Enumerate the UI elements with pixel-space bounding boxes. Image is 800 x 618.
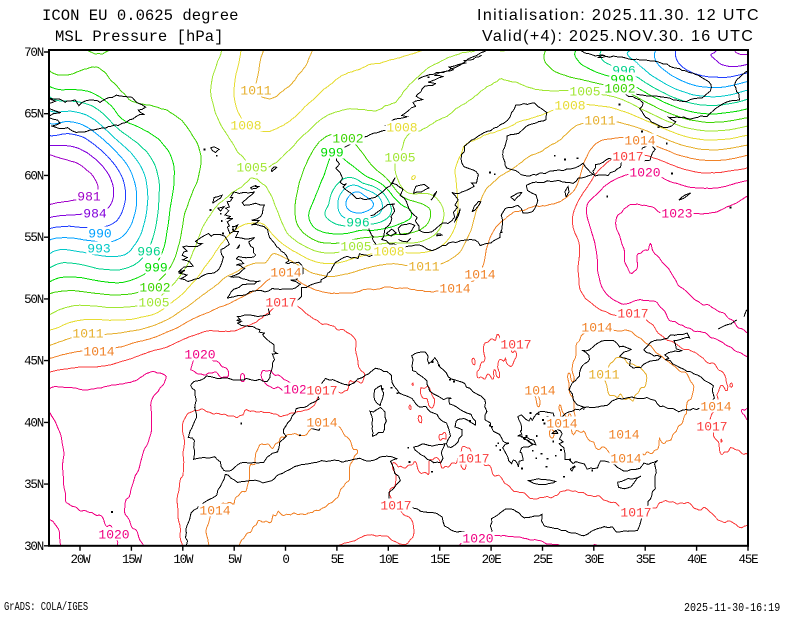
svg-text:1017: 1017 [380, 499, 411, 514]
svg-text:1005: 1005 [138, 296, 169, 311]
svg-text:1020: 1020 [462, 532, 493, 547]
svg-text:50N: 50N [24, 293, 44, 307]
svg-text:1017: 1017 [617, 307, 648, 322]
svg-text:1014: 1014 [83, 345, 114, 360]
svg-text:1011: 1011 [408, 260, 439, 275]
svg-text:1005: 1005 [569, 85, 600, 100]
svg-text:40N: 40N [24, 416, 44, 430]
svg-text:30E: 30E [584, 553, 604, 567]
svg-text:1014: 1014 [624, 134, 655, 149]
svg-text:1014: 1014 [306, 416, 337, 431]
svg-text:5W: 5W [228, 553, 242, 567]
svg-text:1023: 1023 [661, 207, 692, 222]
svg-text:1017: 1017 [265, 296, 296, 311]
svg-text:20W: 20W [71, 553, 92, 567]
svg-text:1011: 1011 [588, 368, 619, 383]
svg-text:996: 996 [346, 216, 369, 231]
svg-text:1005: 1005 [384, 151, 415, 166]
svg-text:1005: 1005 [236, 161, 267, 176]
svg-text:15E: 15E [430, 553, 450, 567]
svg-text:1020: 1020 [184, 348, 215, 363]
svg-text:35E: 35E [636, 553, 656, 567]
svg-text:1014: 1014 [610, 452, 641, 467]
svg-text:45N: 45N [24, 355, 44, 369]
svg-text:20E: 20E [482, 553, 502, 567]
svg-text:40E: 40E [687, 553, 707, 567]
svg-text:1002: 1002 [604, 82, 635, 97]
svg-text:35N: 35N [24, 478, 44, 492]
svg-text:1002: 1002 [139, 281, 170, 296]
svg-text:996: 996 [137, 245, 160, 260]
svg-text:984: 984 [83, 207, 107, 222]
svg-text:1017: 1017 [612, 150, 643, 165]
svg-text:15W: 15W [122, 553, 143, 567]
svg-text:1005: 1005 [340, 240, 371, 255]
svg-text:1017: 1017 [458, 452, 489, 467]
svg-text:0: 0 [282, 553, 289, 567]
svg-text:1002: 1002 [332, 132, 363, 147]
svg-text:1014: 1014 [700, 400, 731, 415]
svg-text:1014: 1014 [546, 417, 577, 432]
svg-text:1011: 1011 [72, 327, 103, 342]
svg-text:55N: 55N [24, 231, 44, 245]
svg-text:45E: 45E [739, 553, 759, 567]
svg-text:1020: 1020 [629, 166, 660, 181]
svg-text:1014: 1014 [581, 321, 612, 336]
svg-text:1014: 1014 [439, 282, 470, 297]
svg-text:999: 999 [144, 261, 167, 276]
svg-text:1014: 1014 [464, 268, 495, 283]
svg-text:981: 981 [77, 190, 101, 205]
svg-text:1017: 1017 [696, 420, 727, 435]
svg-text:1008: 1008 [373, 245, 404, 260]
svg-text:999: 999 [320, 146, 343, 161]
svg-text:990: 990 [88, 227, 111, 242]
svg-text:1008: 1008 [386, 121, 417, 136]
svg-text:5E: 5E [331, 553, 344, 567]
svg-text:1008: 1008 [554, 99, 585, 114]
svg-text:1011: 1011 [240, 84, 271, 99]
svg-text:25E: 25E [533, 553, 553, 567]
svg-text:1017: 1017 [500, 338, 531, 353]
svg-text:1017: 1017 [306, 384, 337, 399]
svg-text:1008: 1008 [230, 119, 261, 134]
svg-text:30N: 30N [24, 540, 44, 554]
svg-text:1014: 1014 [199, 504, 230, 519]
svg-text:1020: 1020 [98, 528, 129, 543]
svg-text:10W: 10W [173, 553, 194, 567]
svg-text:10E: 10E [379, 553, 399, 567]
svg-text:993: 993 [87, 242, 110, 257]
svg-text:65N: 65N [24, 108, 44, 122]
svg-text:1011: 1011 [584, 114, 615, 129]
svg-text:1014: 1014 [270, 266, 301, 281]
svg-text:1014: 1014 [608, 428, 639, 443]
svg-text:60N: 60N [24, 169, 44, 183]
svg-text:70N: 70N [24, 46, 44, 60]
svg-text:1017: 1017 [620, 506, 651, 521]
svg-text:1014: 1014 [524, 384, 555, 399]
